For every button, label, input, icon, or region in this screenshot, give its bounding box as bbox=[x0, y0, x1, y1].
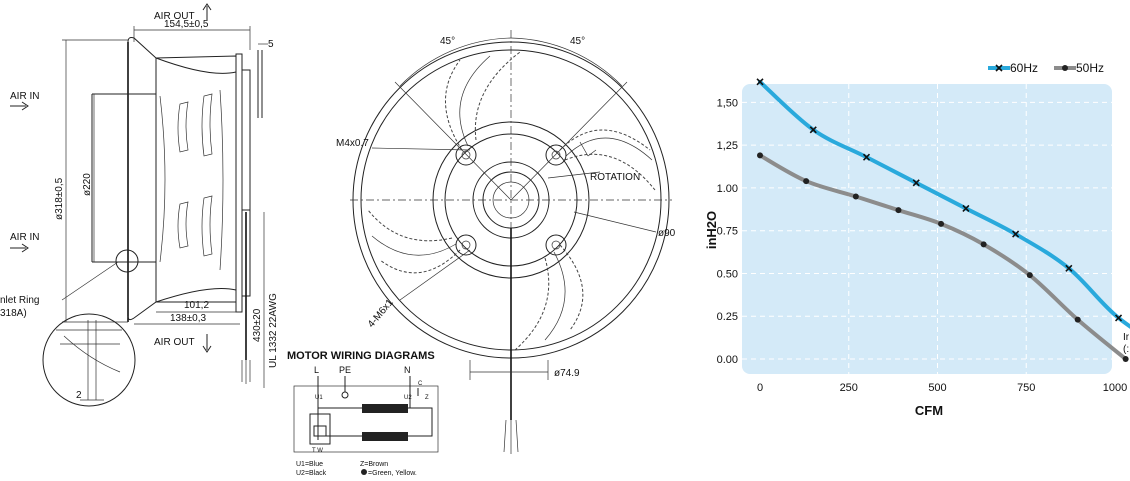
detail-dim-label: 2 bbox=[76, 390, 82, 401]
data-point-60Hz bbox=[1012, 230, 1020, 238]
legend-marker-60Hz bbox=[995, 64, 1003, 72]
series-layer bbox=[756, 78, 1130, 362]
term-pe: PE bbox=[339, 365, 351, 375]
x-tick-label: 1000 bbox=[1103, 382, 1127, 394]
data-point-60Hz bbox=[1114, 314, 1123, 322]
dim-220-label: ø220 bbox=[82, 173, 93, 196]
dia-90-label: ø90 bbox=[658, 228, 676, 239]
cable-spec-label: UL 1332 22AWG bbox=[268, 293, 279, 368]
y-tick-label: 0.25 bbox=[717, 311, 738, 323]
edge-text-2: (: bbox=[1123, 344, 1129, 355]
y-tick-label: 1,50 bbox=[717, 97, 738, 109]
y-tick-label: 0.50 bbox=[717, 268, 738, 280]
performance-chart: 0.00 0.25 0.50 0.75 1.00 1,25 1,50 0 250 500 750 1… bbox=[704, 61, 1130, 418]
legend-u2: U2=Black bbox=[296, 470, 327, 477]
y-tick-label: 0.75 bbox=[717, 226, 738, 238]
data-point-50Hz bbox=[852, 193, 859, 200]
dim-138-label: 138±0,3 bbox=[170, 313, 207, 324]
legend-label-60Hz: 60Hz bbox=[1010, 61, 1038, 75]
dia-749-label: ø74.9 bbox=[554, 368, 580, 379]
data-point-60Hz bbox=[1065, 264, 1073, 272]
angle-right-label: 45° bbox=[570, 36, 585, 47]
ground-symbol-icon bbox=[361, 469, 367, 475]
data-point-60Hz bbox=[756, 78, 764, 86]
y-tick-label: 1,25 bbox=[717, 140, 738, 152]
holes-label: 4-M6x1 bbox=[366, 297, 396, 330]
inlet-ring-label-1: nlet Ring bbox=[0, 295, 39, 306]
angle-left-label: 45° bbox=[440, 36, 455, 47]
air-in-upper-label: AIR IN bbox=[10, 91, 39, 102]
data-point-60Hz bbox=[809, 126, 817, 134]
data-point-50Hz bbox=[938, 220, 945, 227]
data-point-50Hz bbox=[895, 207, 902, 214]
data-point-50Hz bbox=[757, 152, 763, 159]
y-axis-title: inH2O bbox=[704, 211, 719, 249]
front-view-drawing: 45° 45° M4x0.7 ROTATION ø90 4-M6x1 ø74.9 bbox=[336, 30, 676, 454]
y-tick-label: 1.00 bbox=[717, 183, 738, 195]
data-point-50Hz bbox=[1026, 272, 1033, 279]
air-out-bottom-label: AIR OUT bbox=[154, 337, 195, 348]
wiring-title: MOTOR WIRING DIAGRAMS bbox=[287, 350, 435, 362]
data-point-50Hz bbox=[1074, 316, 1081, 323]
term-n: N bbox=[404, 365, 411, 375]
x-tick-label: 250 bbox=[840, 382, 858, 394]
wiring-diagram: MOTOR WIRING DIAGRAMS L PE N U1 U2 Z C T… bbox=[287, 350, 439, 477]
data-point-50Hz bbox=[1122, 356, 1129, 362]
x-tick-label: 750 bbox=[1017, 382, 1035, 394]
thread-m4-label: M4x0.7 bbox=[336, 138, 369, 149]
term-u1: U1 bbox=[315, 395, 323, 401]
data-point-60Hz bbox=[912, 179, 920, 187]
edge-text-1: Ir bbox=[1123, 332, 1130, 343]
legend-pe: =Green, Yellow. bbox=[368, 470, 417, 477]
x-tick-label: 500 bbox=[928, 382, 946, 394]
data-point-60Hz bbox=[862, 153, 871, 161]
term-c: C bbox=[418, 381, 423, 387]
data-point-60Hz bbox=[962, 204, 970, 213]
dim-width-label: 154,5±0,5 bbox=[164, 19, 209, 30]
rotation-label: ROTATION bbox=[590, 172, 640, 183]
legend-marker-50Hz bbox=[1062, 65, 1068, 71]
dim-5-label: 5 bbox=[268, 39, 274, 50]
inlet-ring-label-2: 318A) bbox=[0, 308, 27, 319]
x-axis-title: CFM bbox=[915, 403, 943, 418]
dim-318-label: ø318±0,5 bbox=[54, 177, 65, 220]
side-view-drawing: AIR OUT AIR OUT AIR IN AIR IN 154,5±0,5 … bbox=[0, 3, 279, 407]
term-z: Z bbox=[425, 395, 429, 401]
y-tick-label: 0.00 bbox=[717, 354, 738, 366]
dim-101-label: 101,2 bbox=[184, 300, 209, 311]
term-l: L bbox=[314, 365, 319, 375]
air-out-top-label: AIR OUT bbox=[154, 11, 195, 22]
chart-legend: 60Hz 50Hz bbox=[988, 61, 1104, 75]
data-point-50Hz bbox=[980, 241, 987, 248]
tw-label: T W bbox=[312, 448, 323, 454]
legend-u1: U1=Blue bbox=[296, 461, 323, 468]
y-axis-ticks: 0.00 0.25 0.50 0.75 1.00 1,25 1,50 bbox=[717, 97, 738, 366]
data-point-50Hz bbox=[803, 178, 810, 185]
x-axis-ticks: 0 250 500 750 1000 bbox=[757, 382, 1127, 394]
dim-430-label: 430±20 bbox=[252, 308, 263, 342]
air-in-lower-label: AIR IN bbox=[10, 232, 39, 243]
plot-area bbox=[742, 84, 1112, 374]
legend-label-50Hz: 50Hz bbox=[1076, 61, 1104, 75]
term-u2: U2 bbox=[404, 395, 412, 401]
legend-z: Z=Brown bbox=[360, 461, 388, 468]
x-tick-label: 0 bbox=[757, 382, 763, 394]
chart-grid bbox=[742, 84, 1116, 374]
